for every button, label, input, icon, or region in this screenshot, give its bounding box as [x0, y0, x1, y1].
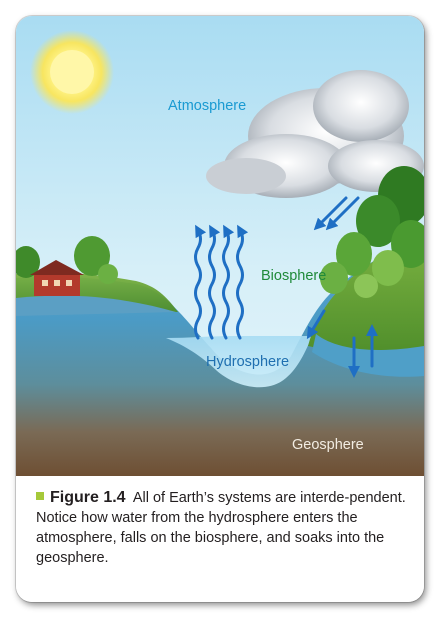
figure-caption: Figure 1.4 All of Earth’s systems are in… — [16, 476, 424, 602]
caption-body: All of Earth’s systems are interde-pende… — [36, 490, 406, 566]
atmosphere-label: Atmosphere — [168, 98, 247, 114]
runoff-arrow — [306, 309, 326, 340]
figure-label: Figure 1.4 — [50, 489, 126, 506]
scene-illustration — [16, 16, 424, 476]
evaporation-arrows — [194, 224, 249, 340]
hydrosphere-label: Hydrosphere — [206, 354, 290, 370]
tree-icon — [16, 236, 118, 284]
sun-icon — [30, 30, 114, 114]
tree-icon — [320, 166, 424, 298]
figure-card: Atmosphere Biosphere Hydrosphere Geosphe… — [16, 16, 424, 602]
caption-text: Figure 1.4 All of Earth’s systems are in… — [36, 488, 408, 568]
precipitation-arrows — [313, 196, 360, 231]
infiltration-arrows — [348, 324, 378, 378]
bullet-icon — [36, 492, 44, 500]
biosphere-label: Biosphere — [261, 268, 327, 284]
geosphere-label: Geosphere — [292, 437, 364, 453]
earth-systems-diagram: Atmosphere Biosphere Hydrosphere Geosphe… — [16, 16, 424, 476]
house-icon — [30, 260, 84, 296]
